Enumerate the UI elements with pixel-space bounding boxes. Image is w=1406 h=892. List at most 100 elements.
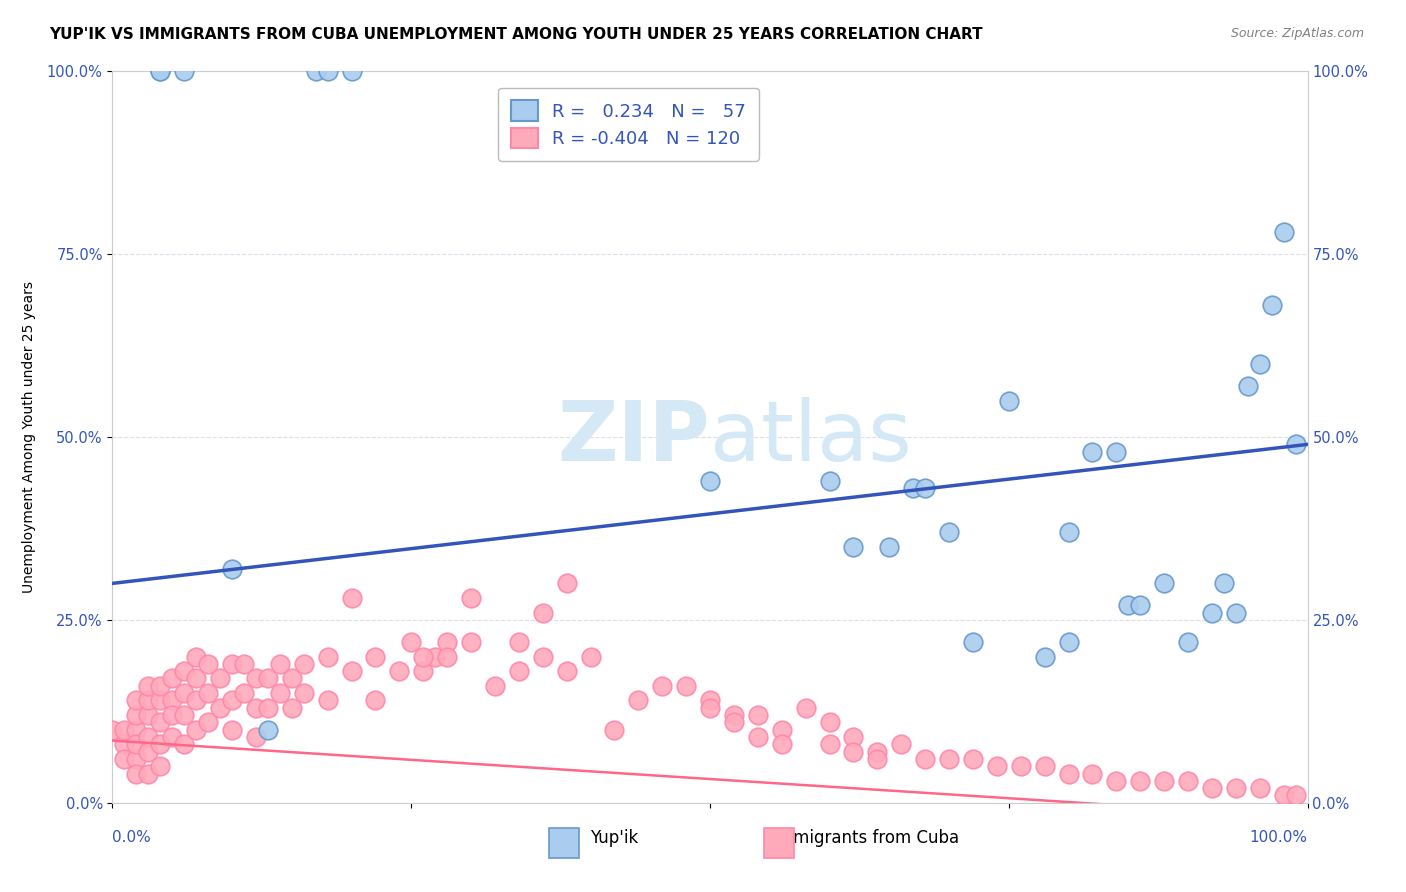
Point: [162, 708, 183, 723]
Point: [1105, 444, 1128, 458]
Point: [186, 723, 208, 737]
Point: [460, 635, 482, 649]
FancyBboxPatch shape: [548, 829, 579, 858]
Point: [257, 700, 280, 714]
Point: [723, 715, 745, 730]
Point: [1249, 357, 1271, 371]
Point: [173, 664, 195, 678]
Point: [723, 708, 745, 723]
Point: [1033, 649, 1056, 664]
Point: [269, 686, 291, 700]
Point: [1118, 599, 1140, 613]
Point: [818, 737, 841, 751]
Point: [1033, 759, 1056, 773]
Text: Yup'ik: Yup'ik: [591, 829, 638, 847]
Point: [651, 679, 673, 693]
Point: [1249, 781, 1271, 796]
Point: [173, 686, 195, 700]
Point: [292, 657, 315, 671]
Point: [245, 730, 267, 744]
Point: [531, 649, 554, 664]
Point: [1261, 298, 1284, 312]
Point: [125, 737, 148, 751]
Point: [508, 664, 530, 678]
Point: [125, 708, 148, 723]
Point: [186, 693, 208, 707]
Point: [149, 64, 172, 78]
Point: [149, 759, 172, 773]
Point: [555, 576, 578, 591]
Point: [114, 723, 135, 737]
Point: [818, 474, 841, 488]
Point: [340, 664, 363, 678]
Text: Immigrants from Cuba: Immigrants from Cuba: [772, 829, 959, 847]
Point: [125, 693, 148, 707]
Point: [257, 723, 280, 737]
Point: [1105, 773, 1128, 788]
Point: [1057, 525, 1080, 540]
Point: [114, 737, 135, 751]
Point: [281, 700, 304, 714]
Point: [197, 715, 219, 730]
Point: [162, 693, 183, 707]
Point: [818, 715, 841, 730]
Point: [914, 481, 936, 495]
Point: [401, 635, 423, 649]
Point: [770, 737, 793, 751]
Point: [125, 752, 148, 766]
Point: [747, 708, 769, 723]
Point: [1081, 444, 1104, 458]
Point: [842, 730, 865, 744]
Point: [699, 700, 721, 714]
Point: [879, 540, 901, 554]
Point: [316, 64, 339, 78]
Point: [1153, 576, 1175, 591]
Point: [316, 649, 339, 664]
Point: [138, 708, 160, 723]
Point: [292, 686, 315, 700]
Point: [412, 664, 434, 678]
Point: [125, 766, 148, 780]
Point: [1237, 379, 1260, 393]
Point: [603, 723, 626, 737]
Point: [903, 481, 925, 495]
Point: [1272, 225, 1295, 239]
Point: [986, 759, 1008, 773]
Point: [938, 525, 960, 540]
Point: [866, 745, 889, 759]
Point: [149, 715, 172, 730]
Point: [221, 657, 243, 671]
Point: [388, 664, 411, 678]
Point: [138, 693, 160, 707]
Point: [1177, 635, 1199, 649]
Point: [162, 672, 183, 686]
Point: [245, 700, 267, 714]
Point: [1225, 606, 1247, 620]
Point: [209, 672, 232, 686]
Point: [770, 723, 793, 737]
Point: [125, 723, 148, 737]
Point: [627, 693, 650, 707]
Point: [531, 606, 554, 620]
Point: [508, 635, 530, 649]
Point: [1129, 599, 1152, 613]
Point: [412, 649, 434, 664]
Point: [162, 730, 183, 744]
Point: [186, 672, 208, 686]
Point: [233, 686, 256, 700]
Point: [699, 474, 721, 488]
Point: [436, 635, 458, 649]
Point: [866, 752, 889, 766]
Point: [138, 730, 160, 744]
Text: YUP'IK VS IMMIGRANTS FROM CUBA UNEMPLOYMENT AMONG YOUTH UNDER 25 YEARS CORRELATI: YUP'IK VS IMMIGRANTS FROM CUBA UNEMPLOYM…: [49, 27, 983, 42]
Point: [149, 737, 172, 751]
Point: [1225, 781, 1247, 796]
Point: [138, 679, 160, 693]
Point: [436, 649, 458, 664]
Point: [114, 752, 135, 766]
Point: [101, 723, 124, 737]
Point: [938, 752, 960, 766]
Point: [842, 745, 865, 759]
Point: [221, 723, 243, 737]
Point: [1201, 781, 1223, 796]
